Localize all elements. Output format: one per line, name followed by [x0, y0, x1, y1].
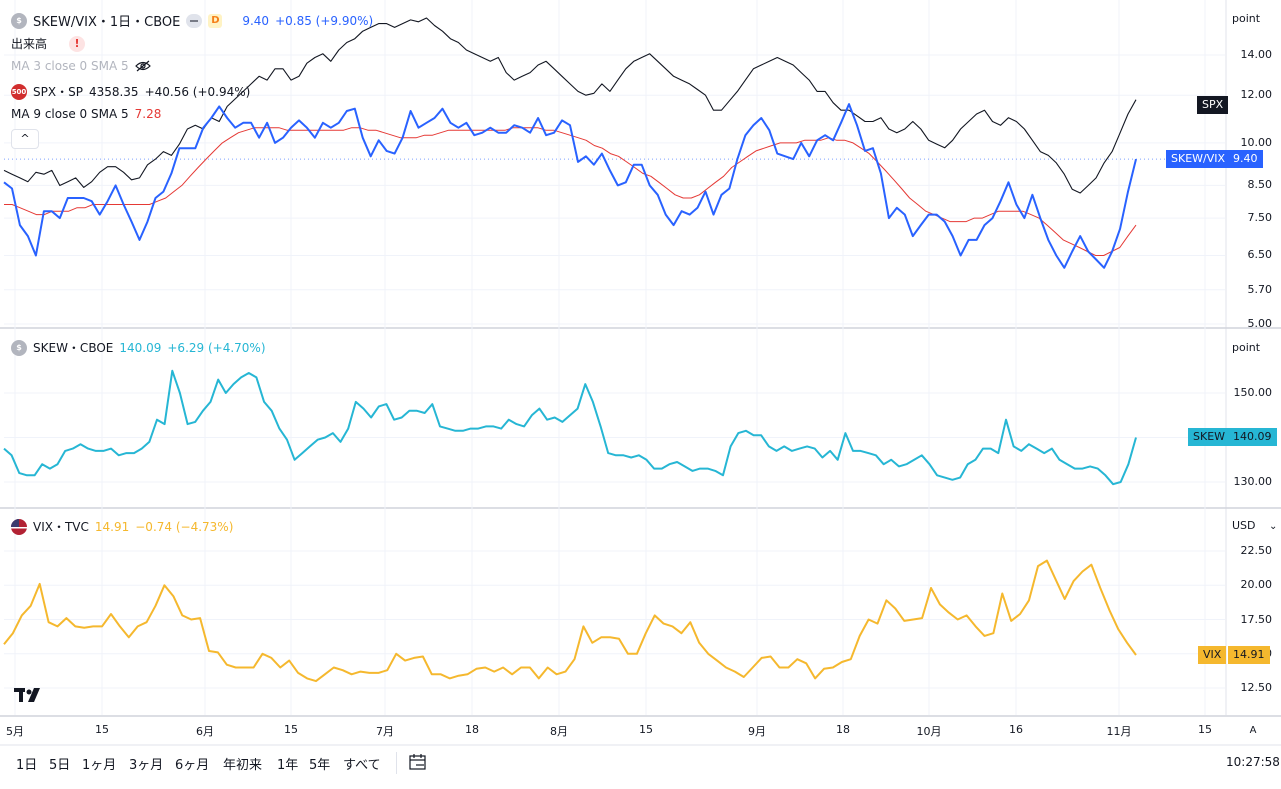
us-flag-icon	[11, 518, 27, 535]
pane3-legend: VIX・TVC 14.91 −0.74 (−4.73%)	[11, 518, 233, 535]
y-tick-label: 14.00	[1240, 48, 1273, 61]
skew-vix-line[interactable]	[3, 103, 1137, 269]
y-tick-label: 130.00	[1233, 475, 1273, 488]
range-button[interactable]: 6ヶ月	[175, 758, 210, 773]
pane2-symbol[interactable]: SKEW・CBOE	[33, 341, 114, 355]
y-tick-label: 5.70	[1247, 282, 1273, 296]
vix-name-tag: VIX	[1198, 646, 1227, 664]
x-tick-label: 9月	[748, 725, 766, 738]
spx-value: 4358.35	[88, 84, 139, 99]
tradingview-logo-icon[interactable]	[14, 686, 46, 704]
ratio-price-tag: 9.40	[1228, 150, 1263, 168]
y-tick-label: 20.00	[1240, 578, 1273, 592]
x-tick-label: 18	[465, 723, 479, 736]
x-tick-label: 5月	[6, 725, 24, 738]
y-tick-label: 5.00	[1247, 317, 1273, 330]
spx-price-tag: SPX	[1197, 96, 1229, 114]
toolbar-divider	[396, 752, 397, 774]
x-tick-label: 15	[639, 723, 653, 736]
calendar-icon[interactable]	[408, 752, 428, 772]
range-button[interactable]: 3ヶ月	[129, 758, 164, 773]
minus-icon[interactable]	[186, 13, 203, 28]
pane1-change: +0.85 (+9.90%)	[275, 13, 374, 28]
range-button[interactable]: 1ヶ月	[82, 758, 117, 773]
ma3-legend: MA 3 close 0 SMA 5	[11, 59, 151, 73]
skew-price-tag: 140.09	[1228, 428, 1277, 446]
y-tick-label: 7.50	[1247, 211, 1273, 225]
range-button[interactable]: 年初来	[223, 758, 263, 773]
warning-icon[interactable]: !	[69, 35, 86, 52]
spx-change: +40.56 (+0.94%)	[144, 84, 251, 99]
y-tick-label: 12.00	[1240, 88, 1273, 102]
x-tick-label: 16	[1009, 723, 1023, 736]
ma9-legend: MA 9 close 0 SMA 5 7.28	[11, 107, 161, 121]
x-tick-label: 7月	[376, 725, 394, 738]
pane1-symbol[interactable]: SKEW/VIX・1日・CBOE	[33, 15, 181, 30]
y-tick-label: 12.50	[1240, 681, 1273, 694]
range-button[interactable]: 1日	[16, 758, 38, 773]
spx-symbol[interactable]: SPX・SP	[33, 85, 83, 99]
spx-logo-icon: 500	[11, 83, 27, 100]
volume-label[interactable]: 出来高	[11, 37, 48, 51]
pane3-currency-select[interactable]: USD ⌄	[1232, 519, 1277, 532]
x-tick-label: 10月	[916, 725, 942, 738]
y-tick-label: 10.00	[1240, 135, 1273, 149]
y-tick-label: 22.50	[1240, 544, 1273, 557]
spx-line[interactable]	[3, 17, 1137, 194]
pane2-scale-mode[interactable]: point	[1232, 341, 1261, 354]
x-tick-label: 8月	[550, 725, 568, 738]
ma9-line[interactable]	[4, 127, 1137, 256]
range-button[interactable]: 1年	[277, 758, 299, 773]
spx-legend: 500 SPX・SP 4358.35 +40.56 (+0.94%)	[11, 83, 250, 100]
skew-name-tag: SKEW	[1188, 428, 1231, 446]
pane1-value: 9.40	[242, 13, 270, 28]
x-tick-label: 18	[836, 723, 850, 736]
range-button[interactable]: すべて	[343, 758, 381, 773]
eye-off-icon[interactable]	[134, 60, 151, 72]
x-tick-label: 11月	[1106, 725, 1132, 738]
ma9-label[interactable]: MA 9 close 0 SMA 5	[11, 107, 129, 121]
ma3-label[interactable]: MA 3 close 0 SMA 5	[11, 59, 129, 73]
auto-scale-button[interactable]: A	[1249, 725, 1257, 736]
collapse-legend-button[interactable]: ^	[11, 129, 39, 149]
delayed-badge[interactable]: D	[208, 13, 223, 28]
pane2-legend: $ SKEW・CBOE 140.09 +6.29 (+4.70%)	[11, 339, 266, 356]
chevron-up-icon: ^	[20, 132, 30, 145]
pane3-currency: USD	[1232, 519, 1256, 532]
x-tick-label: 15	[284, 723, 298, 736]
clock: 10:27:58	[1226, 755, 1280, 769]
pane1-legend: $ SKEW/VIX・1日・CBOE D 9.40 +0.85 (+9.90%)	[11, 11, 373, 30]
chevron-down-icon: ⌄	[1269, 521, 1278, 532]
vix-line[interactable]	[3, 559, 1137, 683]
pane2-change: +6.29 (+4.70%)	[167, 340, 266, 355]
y-tick-label: 150.00	[1233, 386, 1273, 399]
pane1-scale-mode[interactable]: point	[1232, 12, 1261, 25]
symbol-logo-icon: $	[11, 12, 27, 29]
x-tick-label: 6月	[196, 725, 214, 738]
skew-line[interactable]	[3, 369, 1137, 486]
range-button[interactable]: 5年	[309, 758, 331, 773]
x-tick-label: 15	[1198, 723, 1212, 736]
range-button[interactable]: 5日	[49, 758, 71, 773]
y-tick-label: 8.50	[1247, 178, 1273, 192]
volume-legend: 出来高 !	[11, 35, 86, 52]
y-tick-label: 6.50	[1247, 248, 1273, 262]
pane2-value: 140.09	[119, 340, 162, 355]
pane3-change: −0.74 (−4.73%)	[135, 519, 234, 534]
x-tick-label: 15	[95, 723, 109, 736]
ratio-name-tag: SKEW/VIX	[1166, 150, 1231, 168]
y-tick-label: 17.50	[1240, 612, 1273, 626]
pane3-symbol[interactable]: VIX・TVC	[33, 520, 89, 534]
pane3-value: 14.91	[94, 519, 130, 534]
skew-logo-icon: $	[11, 339, 27, 356]
ma9-value: 7.28	[134, 107, 162, 121]
vix-price-tag: 14.91	[1228, 646, 1270, 664]
